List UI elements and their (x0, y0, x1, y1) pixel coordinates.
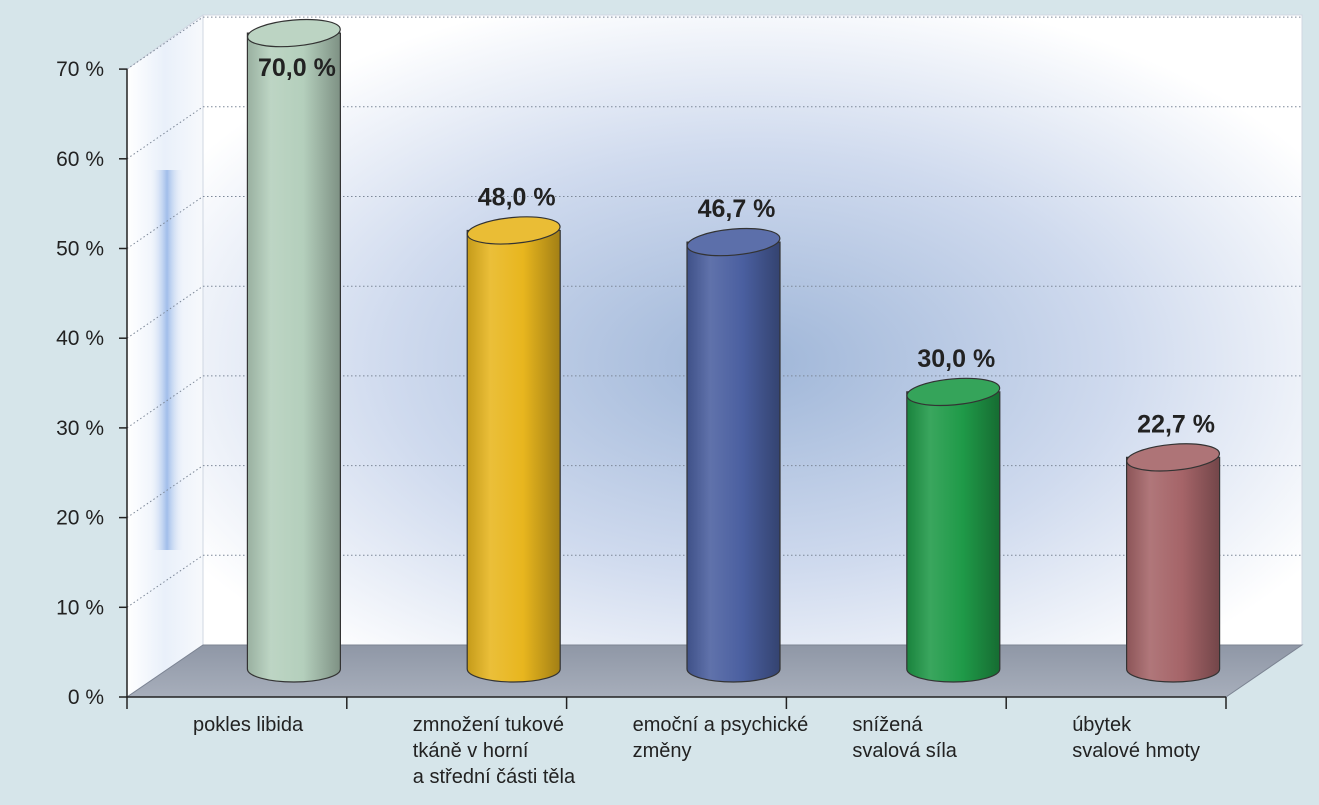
gridline-side (126, 375, 204, 429)
value-label: 70,0 % (258, 54, 336, 82)
bar (686, 227, 781, 683)
value-label: 48,0 % (478, 183, 556, 211)
gridline-side (126, 196, 204, 249)
bar-body (246, 32, 341, 683)
value-label: 46,7 % (698, 195, 776, 223)
bar-body (1126, 456, 1221, 683)
bars (246, 18, 1221, 683)
x-tick-label: úbytek svalové hmoty (1072, 714, 1200, 762)
bar-top (1126, 443, 1221, 472)
value-labels: 70,0 % 48,0 % 46,7 % 30,0 % 22,7 % (258, 54, 1215, 438)
bar-top (466, 216, 561, 245)
bar (1126, 443, 1221, 683)
bar-top (246, 18, 341, 48)
y-tick-label: 0 % (68, 686, 104, 709)
bar-top (906, 377, 1001, 407)
bar-body (906, 391, 1001, 683)
y-tick-label: 60 % (56, 148, 104, 171)
x-axis-labels: pokles libida zmnožení tukové tkáně v horn… (193, 714, 1200, 788)
gridline-side (126, 285, 204, 339)
value-label: 30,0 % (917, 345, 995, 373)
y-tick-label: 20 % (56, 507, 104, 530)
y-tick-label: 30 % (56, 417, 104, 440)
gridline-side (126, 106, 204, 160)
side-wall-glow (148, 170, 186, 550)
gridline-side (126, 554, 204, 608)
x-tick-label: zmnožení tukové tkáně v horní a střední čá… (413, 714, 576, 788)
bar (466, 216, 561, 683)
gridline-side (126, 465, 204, 519)
bar-body (466, 229, 561, 683)
x-tick-label: pokles libida (193, 714, 304, 736)
x-tick-label: snížená svalová síla (852, 714, 957, 762)
gridline-side (126, 16, 204, 70)
bar (906, 377, 1001, 683)
bar-body (686, 241, 781, 683)
bar-top (686, 227, 781, 257)
y-axis: 0 % 10 % 20 % 30 % 40 % 50 % 60 % 70 % (56, 58, 1227, 709)
value-label: 22,7 % (1137, 410, 1215, 438)
y-tick-label: 70 % (56, 58, 104, 81)
x-tick-label: emoční a psychické změny (633, 714, 809, 762)
y-tick-label: 40 % (56, 327, 104, 350)
bar (246, 18, 341, 683)
y-tick-label: 50 % (56, 238, 104, 261)
y-tick-label: 10 % (56, 596, 104, 619)
